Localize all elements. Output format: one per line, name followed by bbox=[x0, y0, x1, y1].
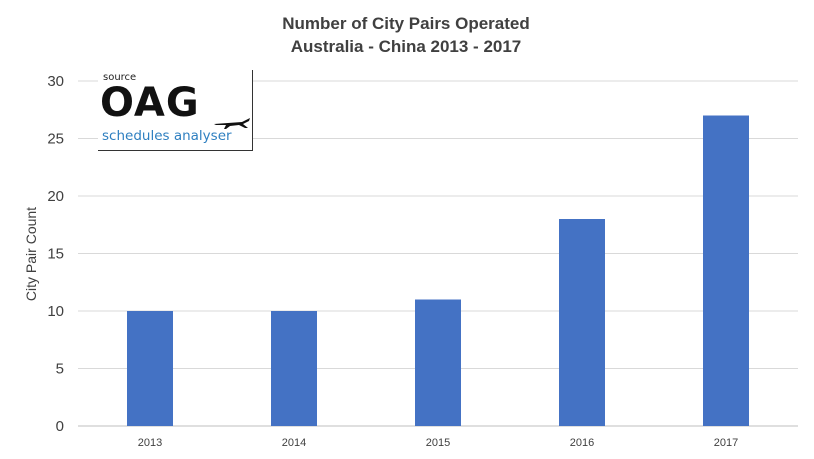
y-tick-label: 5 bbox=[56, 361, 64, 378]
y-tick-label: 20 bbox=[47, 188, 64, 205]
chart-subtitle: Australia - China 2013 - 2017 bbox=[291, 37, 522, 56]
x-tick-label: 2016 bbox=[570, 437, 594, 449]
y-tick-label: 30 bbox=[47, 73, 64, 90]
bar-2016 bbox=[559, 219, 605, 426]
airplane-icon bbox=[214, 118, 250, 129]
x-tick-labels: 2013 2014 2015 2016 2017 bbox=[138, 437, 738, 449]
chart-title: Number of City Pairs Operated bbox=[282, 14, 530, 33]
bar-2017 bbox=[703, 115, 749, 426]
y-tick-labels: 0 5 10 15 20 25 30 bbox=[47, 73, 64, 435]
logo-name: OAG bbox=[100, 80, 200, 126]
y-tick-label: 25 bbox=[47, 131, 64, 148]
y-axis-label: City Pair Count bbox=[23, 207, 39, 301]
x-tick-label: 2013 bbox=[138, 437, 162, 449]
logo-tagline: schedules analyser bbox=[102, 128, 232, 144]
oag-logo: source OAG schedules analyser bbox=[98, 70, 253, 151]
y-tick-label: 10 bbox=[47, 303, 64, 320]
bars bbox=[127, 115, 749, 426]
logo-source-text: source bbox=[103, 72, 137, 83]
y-tick-label: 0 bbox=[56, 418, 64, 435]
bar-2015 bbox=[415, 299, 461, 426]
y-tick-label: 15 bbox=[47, 246, 64, 263]
x-tick-label: 2014 bbox=[282, 437, 306, 449]
x-tick-label: 2015 bbox=[426, 437, 450, 449]
x-tick-label: 2017 bbox=[714, 437, 738, 449]
bar-2013 bbox=[127, 311, 173, 426]
bar-2014 bbox=[271, 311, 317, 426]
